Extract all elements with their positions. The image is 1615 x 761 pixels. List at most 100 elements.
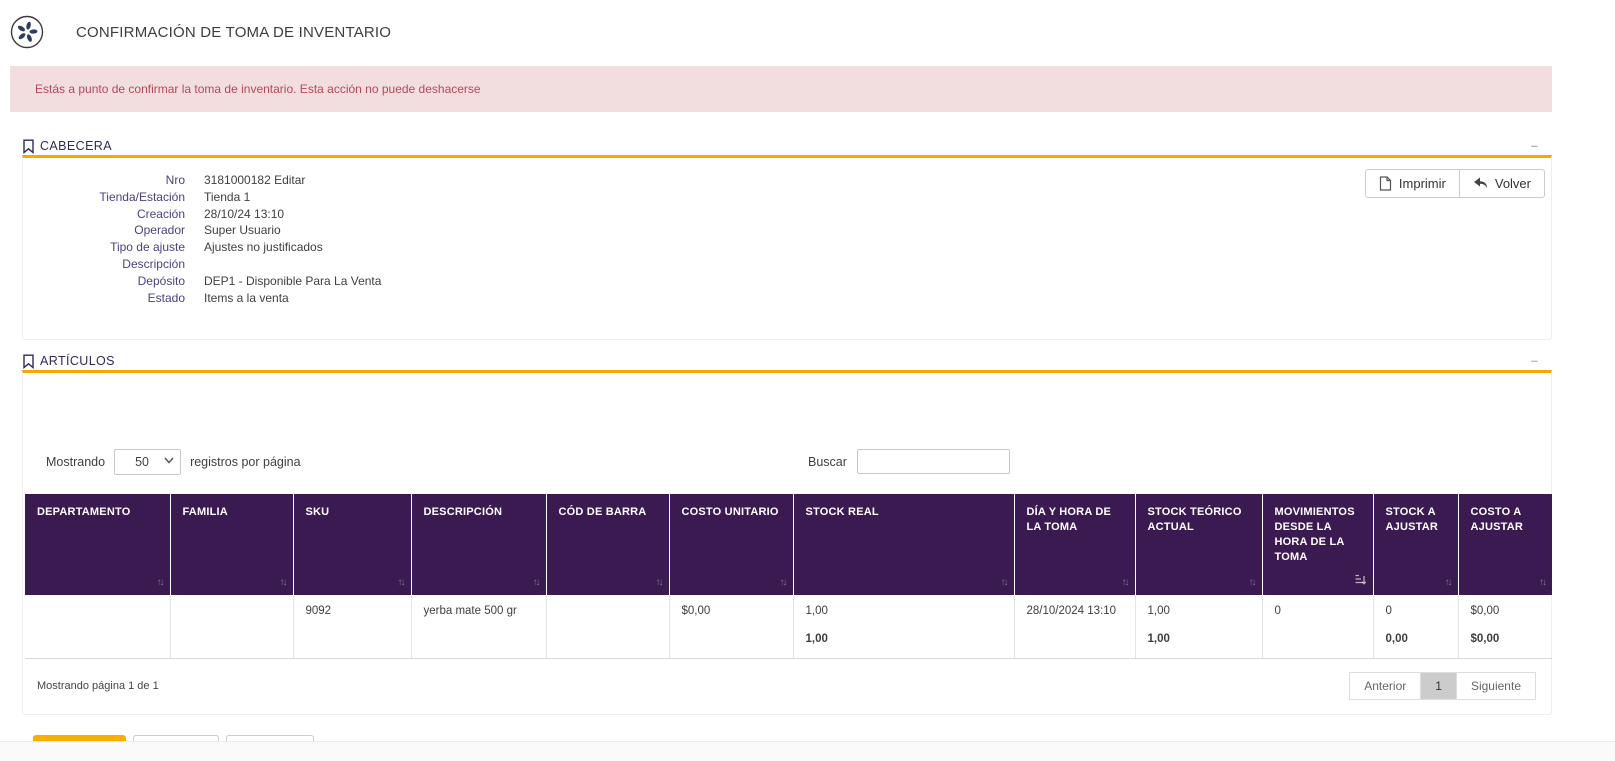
imprimir-button[interactable]: Imprimir xyxy=(1364,169,1460,198)
cell-familia xyxy=(169,595,293,659)
col-label: MOVIMIENTOS DESDE LA HORA DE LA TOMA xyxy=(1274,506,1355,563)
col-label: STOCK TEÓRICO ACTUAL xyxy=(1147,506,1242,533)
col-cod-de-barra[interactable]: CÓD DE BARRA ↑↓ xyxy=(545,494,669,595)
cabecera-title: CABECERA xyxy=(40,139,112,153)
volver-top-button[interactable]: Volver xyxy=(1458,169,1545,198)
sort-both-icon: ↑↓ xyxy=(156,577,165,588)
cell-descripcion: yerba mate 500 gr xyxy=(410,595,546,659)
cell-movimientos: 0 xyxy=(1261,595,1373,659)
stock-a-ajustar-value: 0 xyxy=(1385,605,1392,617)
col-stock-real[interactable]: STOCK REAL ↑↓ xyxy=(792,494,1014,595)
page-title: CONFIRMACIÓN DE TOMA DE INVENTARIO xyxy=(76,23,392,41)
col-label: DÍA Y HORA DE LA TOMA xyxy=(1026,506,1112,533)
field-value: DEP1 - Disponible Para La Venta xyxy=(204,273,382,288)
col-familia[interactable]: FAMILIA ↑↓ xyxy=(169,494,293,595)
articulos-section-header: ARTÍCULOS – xyxy=(22,352,1552,370)
page-size-controls: Mostrando 50 registros por página xyxy=(46,449,1528,475)
col-departamento[interactable]: DEPARTAMENTO ↑↓ xyxy=(25,494,170,595)
cell-stock-teorico: 1,00 1,00 xyxy=(1134,595,1262,659)
cell-costo-a-ajustar: $0,00 $0,00 xyxy=(1457,595,1552,659)
sort-both-icon: ↑↓ xyxy=(1121,577,1130,588)
cell-dia-y-hora: 28/10/2024 13:10 xyxy=(1013,595,1135,659)
sort-both-icon: ↑↓ xyxy=(1248,577,1257,588)
sort-both-icon: ↑↓ xyxy=(532,577,541,588)
cabecera-panel: Imprimir Volver Nro 3181000182 Editar Ti… xyxy=(22,155,1552,340)
top-header: CONFIRMACIÓN DE TOMA DE INVENTARIO xyxy=(10,0,1552,49)
footer-strip xyxy=(0,741,1615,761)
cabecera-section-header: CABECERA – xyxy=(22,137,1552,155)
sort-both-icon: ↑↓ xyxy=(279,577,288,588)
field-label: Depósito xyxy=(137,273,185,288)
col-stock-teorico[interactable]: STOCK TEÓRICO ACTUAL ↑↓ xyxy=(1134,494,1262,595)
field-value: Tienda 1 xyxy=(204,189,251,204)
field-value[interactable]: 3181000182 Editar xyxy=(204,173,306,187)
articulos-collapse-button[interactable]: – xyxy=(1530,353,1538,368)
page-size-select-wrap: 50 xyxy=(114,449,182,475)
stock-real-total: 1,00 xyxy=(805,633,828,645)
stock-teorico-total: 1,00 xyxy=(1147,633,1170,645)
col-costo-unitario[interactable]: COSTO UNITARIO ↑↓ xyxy=(668,494,793,595)
next-page-button[interactable]: Siguiente xyxy=(1455,671,1536,700)
col-sku[interactable]: SKU ↑↓ xyxy=(292,494,411,595)
col-costo-a-ajustar[interactable]: COSTO A AJUSTAR ↑↓ xyxy=(1457,494,1552,595)
sort-both-icon: ↑↓ xyxy=(397,577,406,588)
page-1-button[interactable]: 1 xyxy=(1420,671,1457,700)
field-value: Ajustes no justificados xyxy=(204,240,323,255)
field-label: Tienda/Estación xyxy=(99,189,185,204)
field-label: Tipo de ajuste xyxy=(110,240,185,255)
pdf-file-icon xyxy=(1379,176,1392,191)
field-row-estado: Estado Items a la venta xyxy=(23,290,1551,307)
stock-real-value: 1,00 xyxy=(805,605,828,617)
cabecera-button-group: Imprimir Volver xyxy=(1364,169,1545,198)
registros-label: registros por página xyxy=(190,455,301,469)
col-descripcion[interactable]: DESCRIPCIÓN ↑↓ xyxy=(410,494,546,595)
col-movimientos[interactable]: MOVIMIENTOS DESDE LA HORA DE LA TOMA xyxy=(1261,494,1373,595)
field-label: Operador xyxy=(134,223,185,238)
col-label: COSTO A AJUSTAR xyxy=(1470,506,1524,533)
cell-costo-unitario: $0,00 xyxy=(668,595,793,659)
buscar-label: Buscar xyxy=(808,454,847,469)
field-row-deposito: Depósito DEP1 - Disponible Para La Venta xyxy=(23,273,1551,290)
field-row-tienda: Tienda/Estación Tienda 1 xyxy=(23,189,1551,206)
cabecera-collapse-button[interactable]: – xyxy=(1530,138,1538,153)
sort-amount-asc-icon xyxy=(1355,574,1366,590)
search-input[interactable] xyxy=(856,449,1010,474)
field-label: Nro xyxy=(165,173,185,187)
warning-banner: Estás a punto de confirmar la toma de in… xyxy=(10,66,1552,112)
sort-both-icon: ↑↓ xyxy=(1000,577,1009,588)
col-label: COSTO UNITARIO xyxy=(681,506,779,518)
table-header-row: DEPARTAMENTO ↑↓ FAMILIA ↑↓ SKU ↑↓ DESCRIPCI… xyxy=(25,494,1552,595)
costo-a-ajustar-total: $0,00 xyxy=(1470,633,1500,645)
field-label: Estado xyxy=(147,290,185,305)
articulos-table: DEPARTAMENTO ↑↓ FAMILIA ↑↓ SKU ↑↓ DESCRIPCI… xyxy=(25,494,1552,659)
col-label: SKU xyxy=(305,506,330,518)
pager: Anterior 1 Siguiente xyxy=(1349,671,1536,700)
page-info: Mostrando página 1 de 1 xyxy=(37,679,159,692)
col-stock-a-ajustar[interactable]: STOCK A AJUSTAR ↑↓ xyxy=(1372,494,1458,595)
field-value: Items a la venta xyxy=(204,290,289,305)
field-row-descripcion: Descripción xyxy=(23,256,1551,273)
col-dia-y-hora[interactable]: DÍA Y HORA DE LA TOMA ↑↓ xyxy=(1013,494,1135,595)
bookmark-icon xyxy=(23,354,34,369)
field-row-tipo-ajuste: Tipo de ajuste Ajustes no justificados xyxy=(23,239,1551,256)
articulos-title: ARTÍCULOS xyxy=(40,354,115,368)
field-row-nro: Nro 3181000182 Editar xyxy=(23,172,1551,189)
articulos-panel: Mostrando 50 registros por página Buscar xyxy=(22,370,1552,715)
warning-message: Estás a punto de confirmar la toma de in… xyxy=(35,82,481,96)
prev-page-button[interactable]: Anterior xyxy=(1349,671,1422,700)
field-label: Creación xyxy=(136,206,185,221)
col-label: STOCK A AJUSTAR xyxy=(1385,506,1439,533)
page: CONFIRMACIÓN DE TOMA DE INVENTARIO Estás… xyxy=(10,0,1552,761)
page-size-select[interactable]: 50 xyxy=(114,449,182,475)
stock-a-ajustar-total: 0,00 xyxy=(1385,633,1408,645)
sort-both-icon: ↑↓ xyxy=(1539,577,1547,588)
cell-departamento xyxy=(25,595,170,659)
table-controls: Mostrando 50 registros por página Buscar xyxy=(46,449,1528,477)
field-row-operador: Operador Super Usuario xyxy=(23,222,1551,239)
mostrando-label: Mostrando xyxy=(46,455,106,469)
pinwheel-logo-icon xyxy=(10,15,44,49)
table-row[interactable]: 9092 yerba mate 500 gr $0,00 1,00 1,00 2… xyxy=(25,595,1552,659)
pagination-row: Mostrando página 1 de 1 Anterior 1 Sigui… xyxy=(37,671,1536,700)
field-row-creacion: Creación 28/10/24 13:10 xyxy=(23,206,1551,223)
field-value: 28/10/24 13:10 xyxy=(204,206,285,221)
